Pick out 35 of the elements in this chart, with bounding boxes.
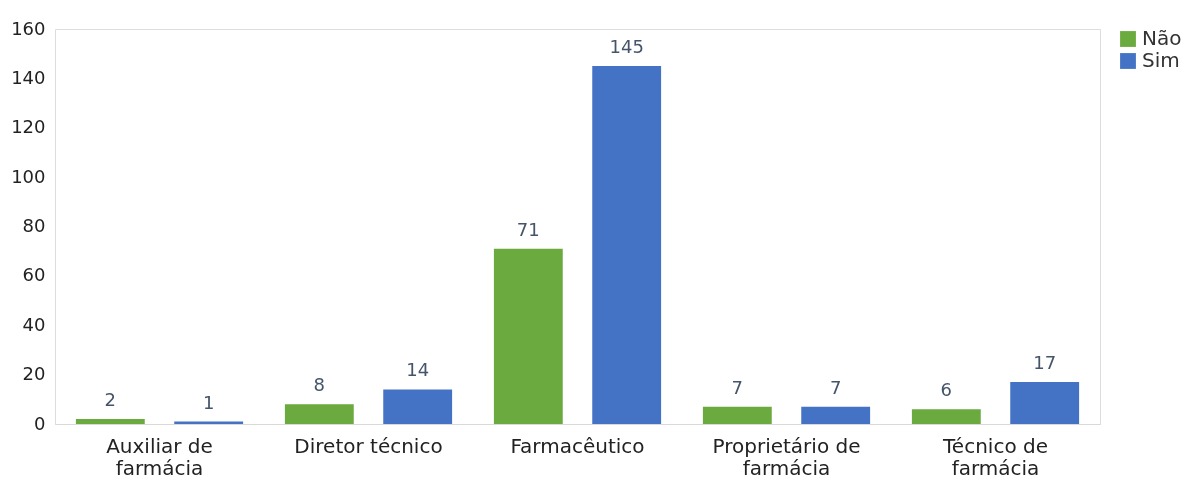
bar bbox=[75, 419, 145, 424]
y-tick-label: 40 bbox=[22, 313, 46, 335]
y-tick-label: 120 bbox=[11, 116, 46, 138]
legend-label: Não bbox=[1142, 26, 1182, 50]
x-tick-label: Proprietário de farmácia bbox=[712, 433, 861, 480]
bar bbox=[801, 406, 871, 424]
x-tick-label: Auxiliar de farmácia bbox=[106, 433, 213, 480]
bar bbox=[383, 389, 453, 424]
data-label: 6 bbox=[940, 379, 953, 401]
x-tick-label: Técnico de farmácia bbox=[942, 433, 1048, 480]
y-tick-label: 60 bbox=[22, 264, 46, 286]
y-tick-label: 20 bbox=[22, 363, 46, 385]
data-label: 7 bbox=[731, 376, 744, 398]
bar bbox=[284, 404, 354, 424]
data-label: 14 bbox=[406, 359, 430, 381]
data-label: 17 bbox=[1033, 352, 1057, 374]
data-label: 7 bbox=[829, 376, 842, 398]
y-tick-label: 140 bbox=[11, 66, 46, 88]
x-tick-label: Farmacêutico bbox=[510, 433, 645, 458]
data-label: 1 bbox=[202, 391, 215, 413]
data-label: 2 bbox=[104, 389, 117, 411]
bar bbox=[493, 248, 563, 424]
bar bbox=[1010, 382, 1080, 424]
data-label: 8 bbox=[313, 374, 326, 396]
y-tick-label: 160 bbox=[11, 17, 46, 39]
data-label: 71 bbox=[516, 218, 540, 240]
y-tick-label: 100 bbox=[11, 165, 46, 187]
y-tick-label: 80 bbox=[22, 215, 46, 236]
legend-label: Sim bbox=[1142, 48, 1180, 72]
bar bbox=[592, 66, 662, 424]
y-tick-label: 0 bbox=[34, 412, 46, 434]
bar bbox=[702, 406, 772, 424]
bar bbox=[911, 409, 981, 424]
x-tick-label: Diretor técnico bbox=[294, 433, 443, 458]
data-label: 145 bbox=[609, 36, 644, 58]
